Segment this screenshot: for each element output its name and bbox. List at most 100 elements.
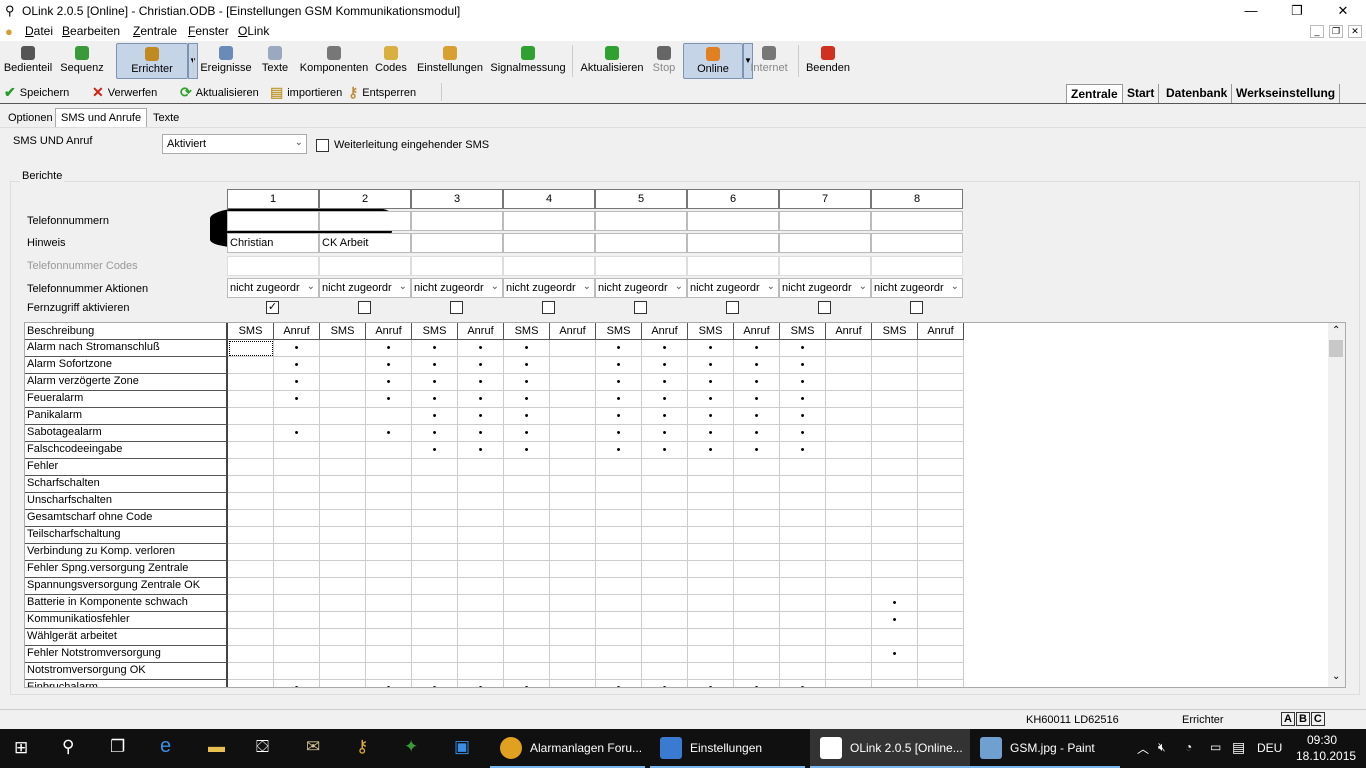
grid-cell[interactable]	[596, 459, 642, 476]
grid-cell[interactable]	[780, 578, 826, 595]
grid-cell[interactable]	[366, 493, 412, 510]
grid-cell[interactable]	[228, 612, 274, 629]
aktionen-select[interactable]: nicht zugeordr ⌄	[227, 278, 319, 298]
grid-cell[interactable]	[918, 595, 964, 612]
verwerfen-button[interactable]: ✕ Verwerfen	[92, 84, 157, 101]
grid-cell[interactable]	[274, 595, 320, 612]
clock-time[interactable]: 09:30	[1307, 733, 1338, 747]
search-icon[interactable]: ⚲	[62, 737, 75, 756]
grid-cell[interactable]	[412, 612, 458, 629]
grid-cell[interactable]: •	[412, 391, 458, 408]
grid-cell[interactable]	[550, 578, 596, 595]
grid-cell[interactable]	[780, 629, 826, 646]
grid-cell[interactable]	[458, 476, 504, 493]
wifi-icon[interactable]: ◔	[1185, 740, 1193, 754]
grid-cell[interactable]	[412, 510, 458, 527]
grid-cell[interactable]	[642, 612, 688, 629]
grid-cell[interactable]	[826, 510, 872, 527]
grid-cell[interactable]	[642, 510, 688, 527]
grid-cell[interactable]: •	[366, 391, 412, 408]
grid-cell[interactable]	[734, 510, 780, 527]
explorer-icon[interactable]: ▬	[208, 737, 225, 756]
grid-cell[interactable]: •	[734, 391, 780, 408]
grid-cell[interactable]	[872, 476, 918, 493]
fernzugriff-checkbox[interactable]	[910, 301, 923, 314]
fernzugriff-checkbox[interactable]	[634, 301, 647, 314]
grid-cell[interactable]	[734, 493, 780, 510]
grid-cell[interactable]	[550, 493, 596, 510]
grid-cell[interactable]	[826, 612, 872, 629]
grid-cell[interactable]	[504, 646, 550, 663]
grid-cell[interactable]	[780, 510, 826, 527]
app-icon-1[interactable]: ✉	[306, 737, 321, 756]
grid-cell[interactable]: •	[642, 425, 688, 442]
grid-cell[interactable]	[504, 612, 550, 629]
grid-cell[interactable]	[412, 646, 458, 663]
grid-cell[interactable]: •	[734, 340, 780, 357]
aktionen-select[interactable]: nicht zugeordr ⌄	[687, 278, 779, 298]
grid-cell[interactable]	[320, 374, 366, 391]
grid-cell[interactable]: •	[596, 340, 642, 357]
grid-cell[interactable]	[274, 578, 320, 595]
grid-cell[interactable]	[550, 544, 596, 561]
grid-cell[interactable]: •	[504, 340, 550, 357]
grid-cell[interactable]: •	[642, 357, 688, 374]
grid-cell[interactable]: •	[458, 391, 504, 408]
dropdown-arrow-icon[interactable]: ▼	[743, 43, 753, 79]
grid-cell[interactable]	[826, 408, 872, 425]
telefonnummer-code-input[interactable]	[411, 256, 503, 276]
grid-cell[interactable]	[458, 629, 504, 646]
grid-cell[interactable]	[642, 663, 688, 680]
grid-cell[interactable]	[826, 357, 872, 374]
grid-cell[interactable]	[504, 510, 550, 527]
grid-cell[interactable]: •	[642, 680, 688, 687]
toolbar-texte-button[interactable]: Texte	[258, 43, 292, 79]
telefonnummer-input[interactable]	[871, 211, 963, 231]
grid-cell[interactable]	[826, 340, 872, 357]
grid-cell[interactable]	[596, 510, 642, 527]
volume-muted-icon[interactable]: 🔇︎	[1158, 740, 1166, 754]
toolbar-codes-button[interactable]: Codes	[374, 43, 408, 79]
grid-cell[interactable]	[228, 544, 274, 561]
grid-cell[interactable]	[228, 629, 274, 646]
grid-cell[interactable]	[642, 629, 688, 646]
grid-cell[interactable]	[918, 357, 964, 374]
grid-cell[interactable]	[872, 680, 918, 687]
grid-cell[interactable]: •	[734, 425, 780, 442]
grid-cell[interactable]	[320, 425, 366, 442]
grid-cell[interactable]	[228, 595, 274, 612]
grid-cell[interactable]	[366, 612, 412, 629]
grid-cell[interactable]	[872, 561, 918, 578]
grid-cell[interactable]	[918, 510, 964, 527]
grid-cell[interactable]: •	[688, 680, 734, 687]
grid-cell[interactable]	[412, 663, 458, 680]
grid-cell[interactable]	[596, 612, 642, 629]
grid-cell[interactable]	[642, 544, 688, 561]
grid-cell[interactable]: •	[596, 442, 642, 459]
grid-cell[interactable]: •	[596, 374, 642, 391]
grid-cell[interactable]	[504, 578, 550, 595]
grid-cell[interactable]	[826, 544, 872, 561]
grid-cell[interactable]: •	[642, 340, 688, 357]
tray-chevron-icon[interactable]: ︿	[1137, 742, 1150, 756]
grid-cell[interactable]	[550, 459, 596, 476]
toolbar-internet-button[interactable]: Internet	[746, 43, 792, 79]
grid-cell[interactable]: •	[596, 680, 642, 687]
grid-cell[interactable]	[274, 493, 320, 510]
app-icon-2[interactable]: ✦	[404, 737, 419, 756]
grid-cell[interactable]	[412, 476, 458, 493]
grid-cell[interactable]	[688, 595, 734, 612]
hinweis-input[interactable]	[503, 233, 595, 253]
grid-cell[interactable]	[688, 663, 734, 680]
grid-cell[interactable]	[826, 561, 872, 578]
tab-optionen[interactable]: Optionen	[8, 112, 53, 124]
grid-cell[interactable]	[504, 595, 550, 612]
grid-cell[interactable]: •	[780, 442, 826, 459]
fernzugriff-checkbox[interactable]	[358, 301, 371, 314]
grid-cell[interactable]	[734, 612, 780, 629]
grid-cell[interactable]	[228, 374, 274, 391]
telefonnummer-code-input[interactable]	[871, 256, 963, 276]
importieren-button[interactable]: ▤ importieren	[270, 84, 342, 101]
grid-cell[interactable]	[366, 459, 412, 476]
toolbar-einstellungen-button[interactable]: Einstellungen	[415, 43, 485, 79]
